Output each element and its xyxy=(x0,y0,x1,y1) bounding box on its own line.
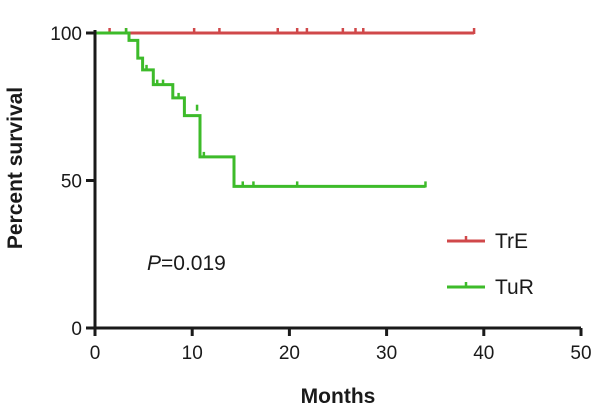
y-tick-label: 100 xyxy=(50,24,82,45)
plot-layer xyxy=(95,28,476,188)
y-tick-label: 50 xyxy=(61,172,82,193)
y-axis-title: Percent survival xyxy=(4,87,27,249)
x-tick-label: 50 xyxy=(570,343,591,364)
legend-label-tre: TrE xyxy=(495,230,528,253)
y-ticks: 0 50 100 xyxy=(50,24,95,340)
x-tick-label: 40 xyxy=(473,343,494,364)
x-tick-label: 20 xyxy=(279,343,300,364)
x-tick-label: 10 xyxy=(182,343,203,364)
x-tick-label: 0 xyxy=(90,343,101,364)
x-ticks: 0 10 20 30 40 50 xyxy=(90,328,592,364)
series-line-tur xyxy=(95,31,426,188)
axes: 0 10 20 30 40 50 0 50 100 Months Percent surviv… xyxy=(4,24,592,408)
p-value-symbol: P xyxy=(147,252,161,275)
legend-label-tur: TuR xyxy=(495,276,534,299)
x-tick-label: 30 xyxy=(376,343,397,364)
p-value-annotation: P=0.019 xyxy=(147,252,226,275)
p-value-number: =0.019 xyxy=(161,252,226,275)
x-axis-title: Months xyxy=(301,385,376,408)
legend: TrE TuR xyxy=(447,230,534,299)
y-tick-label: 0 xyxy=(71,319,82,340)
